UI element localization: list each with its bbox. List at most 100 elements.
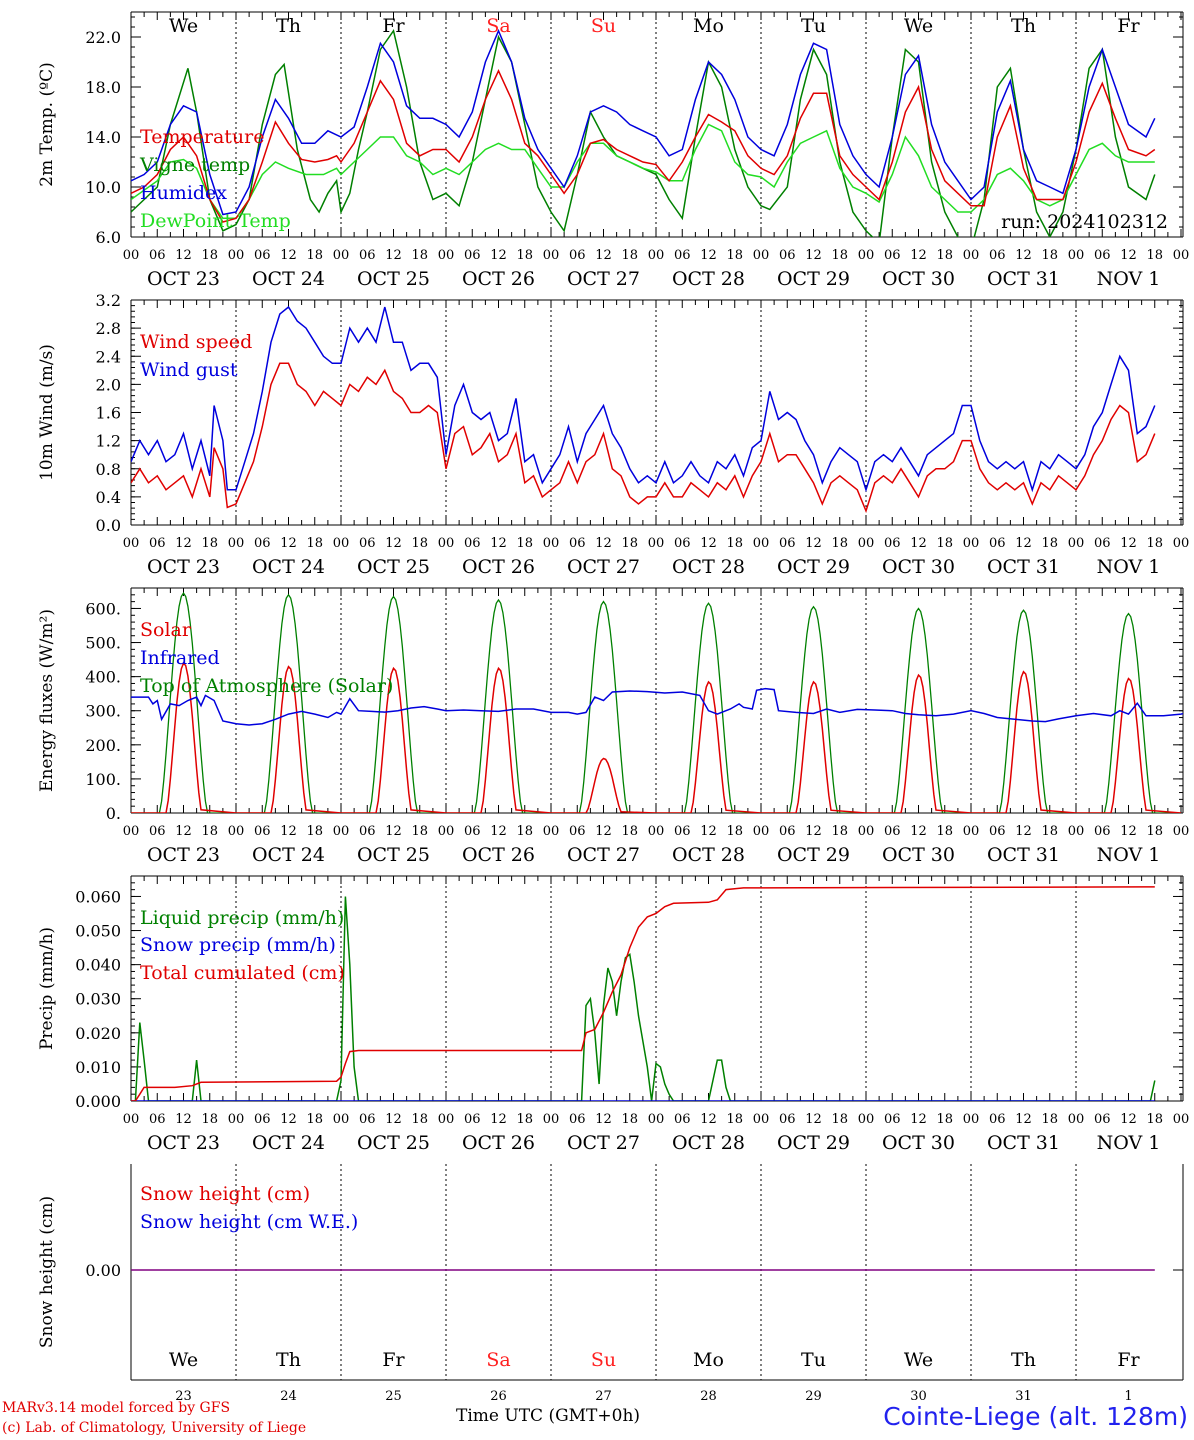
y-tick-label: 22.0 xyxy=(85,28,121,47)
hour-tick-label: 18 xyxy=(306,248,323,263)
hour-tick-label: 18 xyxy=(411,248,428,263)
hour-tick-label: 06 xyxy=(779,536,796,551)
weekday-label-bottom: Fr xyxy=(1117,1349,1140,1371)
hour-tick-label: 06 xyxy=(359,536,376,551)
hour-tick-label: 18 xyxy=(936,1112,953,1127)
hour-tick-label: 12 xyxy=(910,1112,927,1127)
date-label: OCT 27 xyxy=(567,556,640,578)
hour-tick-label: 06 xyxy=(149,536,166,551)
legend-entry: Wind speed xyxy=(140,331,252,353)
y-tick-label: 0.020 xyxy=(75,1024,121,1043)
hour-tick-label: 06 xyxy=(989,248,1006,263)
hour-tick-label: 12 xyxy=(700,1112,717,1127)
legend: Liquid precip (mm/h) Snow precip (mm/h) To… xyxy=(140,907,345,984)
hour-tick-label: 00 xyxy=(963,536,980,551)
hour-tick-label: 06 xyxy=(1094,1112,1111,1127)
hour-tick-label: 18 xyxy=(1146,536,1163,551)
y-tick-label: 600. xyxy=(85,599,121,618)
date-label: OCT 28 xyxy=(672,844,745,866)
hour-tick-label: 00 xyxy=(858,536,875,551)
day-number: 1 xyxy=(1124,1389,1132,1404)
hour-tick-label: 06 xyxy=(149,824,166,839)
hour-tick-label: 18 xyxy=(726,536,743,551)
day-number: 26 xyxy=(490,1389,507,1404)
weekday-label: Th xyxy=(1011,15,1036,37)
hour-tick-label: 12 xyxy=(700,248,717,263)
date-label: NOV 1 xyxy=(1097,268,1161,290)
day-number: 29 xyxy=(805,1389,822,1404)
date-label: NOV 1 xyxy=(1097,556,1161,578)
weekday-label-bottom: We xyxy=(904,1349,933,1371)
y-tick-label: 10.0 xyxy=(85,178,121,197)
hour-tick-label: 12 xyxy=(490,248,507,263)
hour-tick-label: 18 xyxy=(1146,248,1163,263)
hour-tick-label: 18 xyxy=(831,824,848,839)
hour-tick-label: 18 xyxy=(831,248,848,263)
hour-tick-label: 12 xyxy=(385,248,402,263)
date-label: OCT 30 xyxy=(882,268,955,290)
date-label: OCT 25 xyxy=(357,268,430,290)
date-label: OCT 24 xyxy=(252,556,325,578)
date-label: NOV 1 xyxy=(1097,844,1161,866)
day-number: 30 xyxy=(910,1389,927,1404)
hour-tick-label: 00 xyxy=(438,248,455,263)
hour-tick-label: 00 xyxy=(228,824,245,839)
date-label: OCT 26 xyxy=(462,1132,535,1154)
weekday-label-bottom: Su xyxy=(591,1349,616,1371)
hour-tick-label: 00 xyxy=(543,824,560,839)
hour-tick-label: 12 xyxy=(1015,824,1032,839)
hour-tick-label: 00 xyxy=(648,536,665,551)
weekday-label-bottom: Th xyxy=(276,1349,301,1371)
hour-tick-label: 06 xyxy=(359,824,376,839)
date-label: OCT 26 xyxy=(462,844,535,866)
hour-tick-label: 06 xyxy=(464,248,481,263)
y-ticks: 0.000 0.010 0.020 0.030 0.040 0.050 0.060 Preci… xyxy=(37,875,1183,1111)
hour-tick-label: 00 xyxy=(438,536,455,551)
hour-tick-label: 18 xyxy=(1041,824,1058,839)
day-number: 25 xyxy=(385,1389,402,1404)
date-label: OCT 28 xyxy=(672,556,745,578)
hour-tick-label: 12 xyxy=(1120,824,1137,839)
y-tick-label: 18.0 xyxy=(85,78,121,97)
y-tick-label: 6.0 xyxy=(96,228,121,247)
run-label: run: 2024102312 xyxy=(1001,211,1168,233)
date-axis: 00 06 12 18 OCT 23 00 06 12 18 OCT 24 00 06 12 18 OCT … xyxy=(123,248,1190,290)
series-line xyxy=(131,896,1156,1101)
weekday-label-bottom: Sa xyxy=(486,1349,510,1371)
hour-tick-label: 18 xyxy=(831,536,848,551)
legend-entry: Top of Atmosphere (Solar) xyxy=(140,675,393,697)
y-tick-label: 2.8 xyxy=(96,319,121,338)
hour-tick-label: 18 xyxy=(306,536,323,551)
date-label: OCT 31 xyxy=(987,556,1060,578)
hour-tick-label: 06 xyxy=(1094,824,1111,839)
weekday-label-bottom: Th xyxy=(1011,1349,1036,1371)
hour-tick-label: 00 xyxy=(333,1112,350,1127)
hour-tick-label: 12 xyxy=(1015,248,1032,263)
hour-tick-label: 00 xyxy=(753,536,770,551)
y-tick-label: 0.000 xyxy=(75,1092,121,1111)
hour-tick-label: 06 xyxy=(149,1112,166,1127)
legend: Snow height (cm) Snow height (cm W.E.) xyxy=(140,1183,358,1233)
y-tick-label: 1.2 xyxy=(96,432,121,451)
hour-tick-label: 06 xyxy=(464,1112,481,1127)
hour-tick-label: 12 xyxy=(910,824,927,839)
hour-tick-label: 00 xyxy=(1173,1112,1190,1127)
date-axis: 00 06 12 18 OCT 23 00 06 12 18 OCT 24 00 06 12 18 OCT … xyxy=(123,1112,1190,1154)
weekday-label: Sa xyxy=(486,15,510,37)
hour-tick-label: 12 xyxy=(595,248,612,263)
hour-tick-label: 18 xyxy=(726,824,743,839)
legend: Wind speed Wind gust xyxy=(140,331,252,381)
hour-tick-label: 06 xyxy=(674,1112,691,1127)
y-ticks: 6.0 10.0 14.0 18.0 22.0 2m Temp. (ºC) xyxy=(37,16,1183,247)
weekday-label: Fr xyxy=(382,15,405,37)
series-line xyxy=(131,68,1156,223)
hour-tick-label: 12 xyxy=(280,248,297,263)
hour-tick-label: 18 xyxy=(1041,536,1058,551)
series-line xyxy=(131,305,1156,493)
date-label: OCT 23 xyxy=(147,268,220,290)
hour-tick-label: 12 xyxy=(595,824,612,839)
hour-tick-label: 18 xyxy=(621,824,638,839)
hour-tick-label: 00 xyxy=(1068,536,1085,551)
y-ticks: 0. 100. 200. 300. 400. 500. 600. Energy fluxes … xyxy=(37,587,1183,823)
hour-tick-label: 18 xyxy=(411,824,428,839)
